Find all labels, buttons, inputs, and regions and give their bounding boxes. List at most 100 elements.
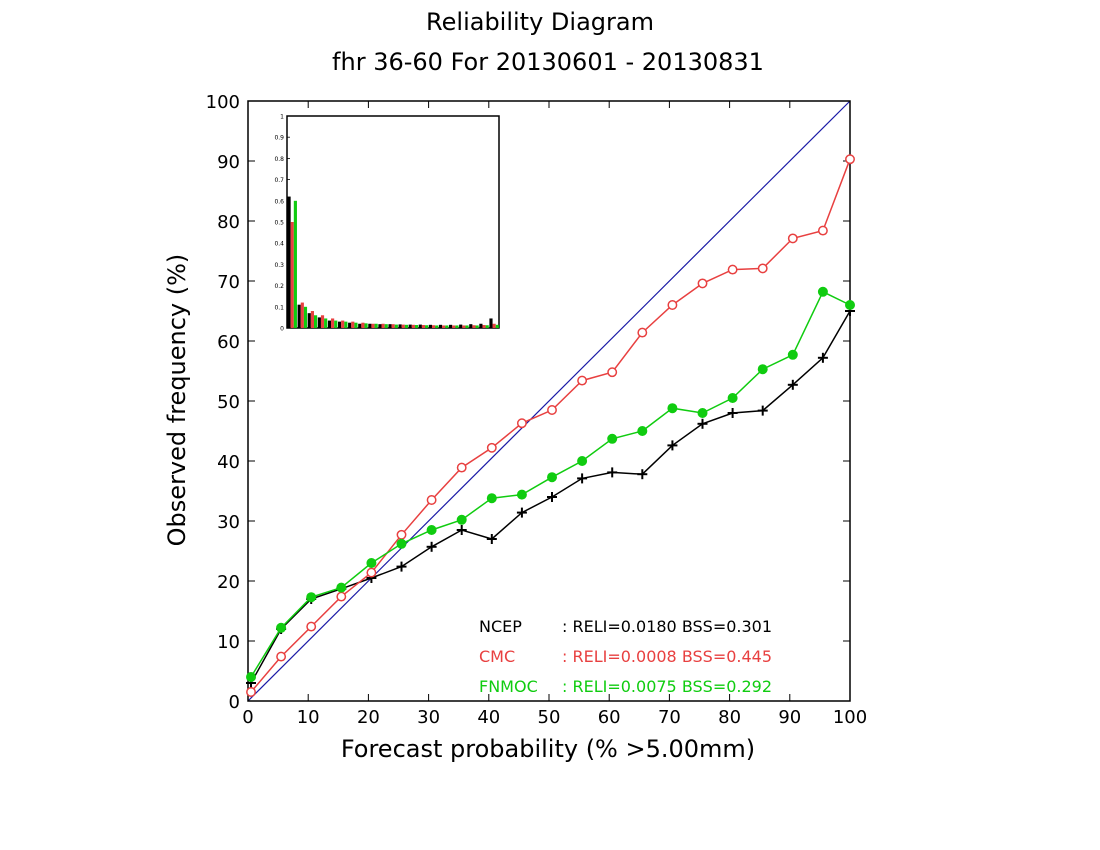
data-point-cmc — [456, 462, 467, 473]
inset-bar-ncep — [479, 323, 483, 328]
legend: NCEP: RELI=0.0180 BSS=0.301 CMC: RELI=0.0… — [479, 617, 772, 696]
inset-bar-cmc — [341, 320, 345, 328]
data-point-fnmoc — [667, 403, 678, 414]
x-tick-label: 20 — [357, 707, 380, 728]
data-point-fnmoc — [486, 493, 497, 504]
inset-bar-cmc — [421, 325, 426, 328]
inset-bar-fnmoc — [414, 325, 419, 328]
inset-bar-ncep — [327, 320, 332, 328]
data-point-cmc — [577, 375, 588, 386]
inset-bar-fnmoc — [314, 315, 318, 328]
inset-bar-fnmoc — [435, 325, 439, 328]
legend-stats-cmc: : RELI=0.0008 BSS=0.445 — [562, 647, 772, 666]
data-point-ncep — [456, 525, 467, 535]
data-point-fnmoc — [306, 592, 317, 603]
inset-bar-cmc — [462, 325, 466, 328]
inset-bar-cmc — [381, 323, 385, 328]
inset-y-tick-label: 0 — [280, 326, 284, 333]
inset-bar-fnmoc — [465, 325, 469, 328]
inset-bar-cmc — [290, 222, 294, 328]
data-point-cmc — [667, 300, 678, 310]
data-point-cmc — [637, 327, 648, 338]
data-point-cmc — [727, 264, 738, 275]
inset-bar-cmc — [371, 323, 375, 328]
y-tick-label: 50 — [217, 392, 240, 413]
inset-bar-ncep — [287, 196, 291, 328]
y-axis-label: Observed frequency (%) — [163, 254, 191, 547]
data-point-fnmoc — [637, 426, 648, 436]
inset-bar-cmc — [331, 318, 335, 328]
data-point-fnmoc — [396, 538, 407, 549]
data-point-fnmoc — [276, 622, 287, 633]
inset-y-tick-label: 0.5 — [274, 220, 284, 227]
inset-bar-ncep — [337, 321, 342, 328]
data-point-ncep — [396, 561, 407, 572]
inset-bar-fnmoc — [445, 325, 449, 328]
inset-y-tick-label: 0.8 — [274, 156, 284, 163]
x-tick-label: 70 — [658, 707, 681, 728]
data-point-fnmoc — [757, 364, 768, 375]
inset-y-tick-label: 1 — [280, 114, 284, 121]
plot-area: 0 10 20 30 40 50 60 70 80 90 100010203040506070809… — [206, 92, 868, 728]
inset-bar-ncep — [378, 324, 382, 328]
inset-bar-cmc — [310, 311, 314, 328]
data-point-ncep — [727, 408, 738, 418]
inset-bar-ncep — [418, 324, 422, 328]
data-point-cmc — [697, 278, 708, 289]
legend-stats-fnmoc: : RELI=0.0075 BSS=0.292 — [562, 677, 772, 696]
inset-bar-fnmoc — [354, 322, 358, 328]
data-point-fnmoc — [787, 349, 798, 360]
inset-bar-cmc — [431, 325, 436, 328]
inset-y-tick-label: 0.1 — [274, 304, 284, 311]
data-point-cmc — [396, 529, 407, 540]
y-tick-label: 10 — [217, 632, 240, 653]
inset-y-tick-label: 0.2 — [274, 283, 284, 290]
data-point-fnmoc — [336, 582, 347, 593]
data-point-cmc — [817, 225, 828, 236]
inset-bar-fnmoc — [425, 325, 429, 328]
inset-bar-fnmoc — [324, 318, 328, 328]
data-point-ncep — [697, 418, 708, 429]
x-axis-label: Forecast probability (% >5.00mm) — [341, 735, 755, 763]
data-point-fnmoc — [577, 456, 588, 466]
data-point-cmc — [516, 418, 527, 429]
inset-bar-ncep — [307, 313, 311, 328]
x-tick-label: 100 — [833, 707, 867, 728]
data-point-cmc — [787, 233, 798, 244]
inset-bar-fnmoc — [364, 323, 368, 328]
inset-y-tick-label: 0.9 — [274, 135, 284, 142]
inset-bar-ncep — [297, 304, 301, 328]
inset-bar-ncep — [358, 323, 362, 328]
inset-bar-ncep — [489, 318, 493, 328]
inset-y-tick-label: 0.4 — [274, 241, 284, 248]
data-point-cmc — [306, 621, 317, 632]
inset-bar-ncep — [398, 324, 402, 328]
data-point-cmc — [845, 154, 855, 165]
data-point-ncep — [787, 379, 798, 390]
data-point-ncep — [486, 534, 497, 544]
y-tick-label: 20 — [217, 572, 240, 593]
inset-bar-fnmoc — [495, 324, 499, 328]
inset-bar-ncep — [438, 324, 443, 328]
inset-bar-ncep — [459, 324, 463, 328]
data-point-cmc — [276, 651, 287, 662]
perfect-reliability-line — [247, 100, 851, 702]
inset-bar-fnmoc — [455, 325, 459, 328]
legend-stats-ncep: : RELI=0.0180 BSS=0.301 — [562, 617, 772, 636]
x-tick-label: 40 — [477, 707, 500, 728]
data-point-cmc — [366, 567, 377, 578]
legend-name-ncep: NCEP — [479, 617, 522, 636]
inset-bar-cmc — [361, 322, 365, 328]
inset-frame — [286, 115, 500, 329]
data-point-ncep — [547, 492, 558, 502]
inset-bar-fnmoc — [394, 324, 398, 328]
data-point-fnmoc — [516, 489, 527, 500]
inset-bar-fnmoc — [485, 325, 489, 328]
inset-bar-cmc — [391, 324, 395, 328]
y-tick-label: 60 — [217, 332, 240, 353]
data-point-ncep — [426, 541, 437, 552]
data-point-ncep — [516, 507, 527, 518]
y-tick-label: 100 — [206, 92, 240, 113]
inset-y-tick-label: 0.6 — [274, 198, 284, 205]
